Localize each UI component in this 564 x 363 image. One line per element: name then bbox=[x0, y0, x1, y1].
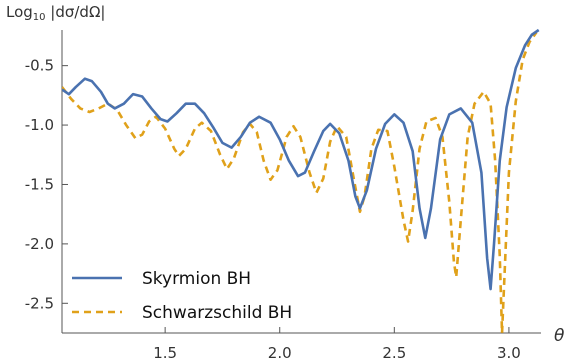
x-ticks: 1.5 2.0 2.5 3.0 bbox=[153, 327, 521, 362]
legend: Skyrmion BH Schwarzschild BH bbox=[72, 269, 292, 323]
axes: 1.5 2.0 2.5 3.0 -0.5 -1.0 -1.5 -2.0 -2.5 bbox=[25, 30, 541, 362]
y-axis-title-prefix: Log bbox=[6, 3, 33, 21]
plot-lines bbox=[62, 28, 540, 333]
x-tick-label: 1.5 bbox=[153, 344, 177, 362]
x-tick-label: 3.0 bbox=[497, 344, 521, 362]
y-axis-title: Log10 |dσ/dΩ| bbox=[6, 3, 105, 23]
y-tick-label: -0.5 bbox=[25, 57, 54, 75]
y-axis-title-subscript: 10 bbox=[33, 12, 46, 23]
legend-label: Skyrmion BH bbox=[142, 269, 251, 289]
x-tick-label: 2.5 bbox=[382, 344, 406, 362]
y-ticks: -0.5 -1.0 -1.5 -2.0 -2.5 bbox=[25, 57, 68, 312]
legend-label: Schwarzschild BH bbox=[142, 303, 292, 323]
y-tick-label: -2.5 bbox=[25, 294, 54, 312]
x-tick-label: 2.0 bbox=[268, 344, 292, 362]
series-line-skyrmion-bh bbox=[62, 28, 540, 291]
series-line-schwarzschild-bh bbox=[62, 31, 538, 333]
y-tick-label: -1.0 bbox=[25, 116, 54, 134]
y-tick-label: -2.0 bbox=[25, 235, 54, 253]
y-axis-title-rest: |dσ/dΩ| bbox=[46, 3, 106, 21]
y-tick-label: -1.5 bbox=[25, 175, 54, 193]
x-axis-title: θ bbox=[554, 326, 564, 346]
